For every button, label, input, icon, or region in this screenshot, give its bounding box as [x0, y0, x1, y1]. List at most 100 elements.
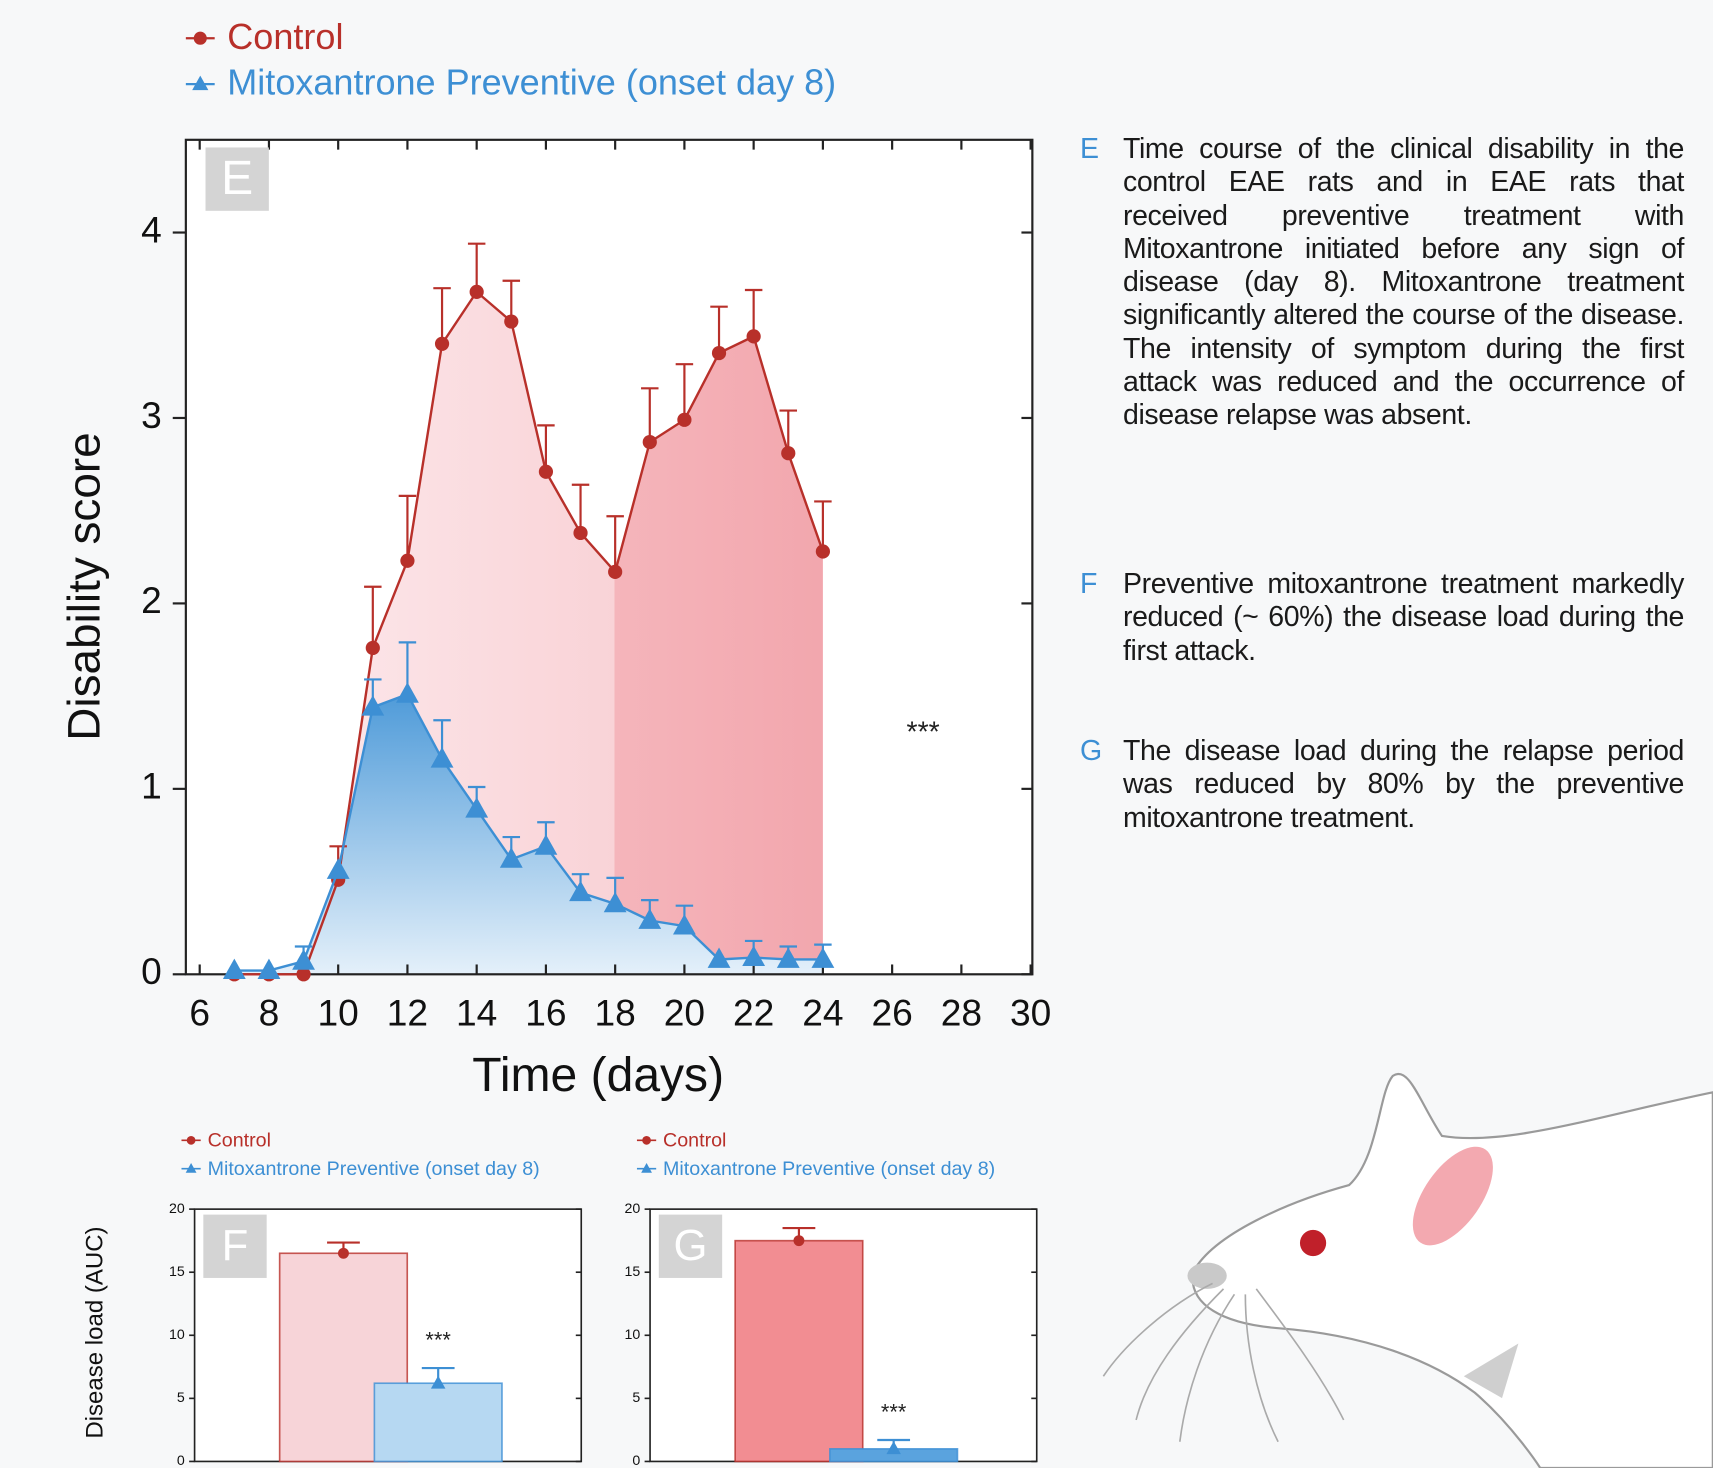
legend-marker — [186, 1135, 196, 1145]
y-tick-label: 20 — [169, 1201, 185, 1217]
y-tick-label: 15 — [624, 1264, 640, 1280]
x-tick-label: 24 — [802, 992, 843, 1034]
y-tick-label: 5 — [177, 1390, 185, 1406]
data-point — [811, 947, 835, 968]
legend-marker — [641, 1163, 652, 1173]
x-tick-label: 22 — [733, 992, 774, 1034]
caption-text: Time course of the clinical disability i… — [1123, 133, 1684, 432]
data-point — [430, 747, 454, 768]
significance-label: *** — [881, 1400, 907, 1425]
data-point — [707, 947, 731, 968]
data-point — [538, 464, 554, 479]
y-tick-label: 10 — [624, 1327, 640, 1343]
y-tick-label: 5 — [632, 1390, 640, 1406]
caption-text: The disease load during the relapse peri… — [1123, 735, 1684, 834]
data-point — [746, 329, 761, 344]
caption-letter: E — [1080, 133, 1100, 165]
data-point — [499, 847, 523, 868]
caption-text: Preventive mitoxantrone treatment marked… — [1123, 568, 1684, 667]
data-point — [465, 797, 489, 818]
data-point — [534, 834, 558, 855]
data-point — [569, 880, 592, 902]
data-point — [296, 967, 311, 982]
x-tick-label: 12 — [387, 992, 428, 1034]
data-point — [292, 949, 315, 970]
significance-label: *** — [907, 717, 940, 749]
data-point — [638, 908, 662, 929]
y-tick-label: 2 — [141, 579, 162, 621]
caption-letter: F — [1080, 568, 1098, 600]
data-point — [642, 434, 657, 450]
data-point — [257, 958, 281, 979]
data-point — [469, 284, 484, 299]
x-tick-label: 8 — [259, 992, 280, 1034]
y-tick-label: 15 — [169, 1264, 185, 1280]
y-tick-label: 1 — [141, 765, 162, 807]
y-tick-label: 0 — [177, 1453, 185, 1468]
y-tick-label: 20 — [624, 1201, 640, 1217]
y-tick-label: 3 — [141, 394, 162, 436]
x-tick-label: 20 — [664, 992, 705, 1034]
panel-label: G — [673, 1221, 707, 1270]
panel-label-box — [658, 1214, 723, 1278]
data-point — [672, 914, 696, 935]
panel-label: F — [222, 1221, 249, 1270]
rat-illustration — [1102, 1072, 1713, 1468]
y-tick-label: 0 — [632, 1453, 640, 1468]
bar — [734, 1239, 864, 1463]
legend-label: Control — [663, 1130, 726, 1152]
legend-label: Control — [227, 16, 343, 57]
y-tick-label: 10 — [169, 1327, 185, 1343]
legend-marker — [185, 1163, 197, 1173]
data-point — [326, 858, 350, 879]
data-point — [677, 412, 692, 427]
y-axis-label: Disease load (AUC) — [82, 1226, 109, 1438]
x-tick-label: 16 — [525, 992, 566, 1034]
legend-label: Mitoxantrone Preventive (onset day 8) — [663, 1158, 995, 1180]
data-point — [396, 682, 419, 703]
x-tick-label: 28 — [941, 992, 982, 1034]
panel-label-box — [205, 147, 269, 211]
x-tick-label: 10 — [318, 992, 359, 1034]
data-point — [603, 891, 627, 913]
data-point — [222, 958, 246, 979]
data-point — [365, 640, 380, 656]
x-tick-label: 14 — [456, 992, 497, 1034]
plot-frame — [184, 138, 1034, 976]
x-tick-label: 18 — [595, 992, 636, 1034]
caption-letter: G — [1080, 735, 1103, 767]
data-point — [742, 945, 766, 967]
bar — [373, 1382, 503, 1463]
data-point — [815, 544, 830, 559]
data-point — [776, 947, 800, 968]
significance-label: *** — [425, 1328, 451, 1353]
data-point — [711, 345, 727, 361]
y-tick-label: 4 — [141, 208, 162, 250]
x-tick-label: 6 — [189, 992, 210, 1034]
data-point — [430, 1375, 446, 1389]
data-point — [793, 1235, 805, 1247]
legend-marker — [193, 31, 207, 45]
legend-label: Control — [208, 1130, 271, 1152]
data-point — [361, 695, 385, 716]
panel-label: E — [221, 152, 253, 205]
data-point — [504, 314, 519, 329]
x-tick-label: 26 — [871, 992, 912, 1034]
x-tick-label: 30 — [1010, 992, 1051, 1034]
y-axis-label: Disability score — [58, 432, 110, 740]
y-tick-label: 0 — [141, 950, 162, 992]
panel-label-box — [203, 1214, 267, 1278]
legend-label: Mitoxantrone Preventive (onset day 8) — [227, 62, 836, 103]
legend-label: Mitoxantrone Preventive (onset day 8) — [208, 1158, 540, 1180]
data-point — [781, 446, 796, 461]
legend-marker — [642, 1135, 651, 1145]
data-point — [337, 1247, 349, 1259]
legend-marker — [192, 75, 209, 91]
data-point — [400, 553, 415, 568]
series-area — [234, 694, 823, 975]
data-point — [886, 1441, 901, 1455]
data-point — [434, 336, 450, 351]
x-axis-label: Time (days) — [472, 1049, 724, 1102]
